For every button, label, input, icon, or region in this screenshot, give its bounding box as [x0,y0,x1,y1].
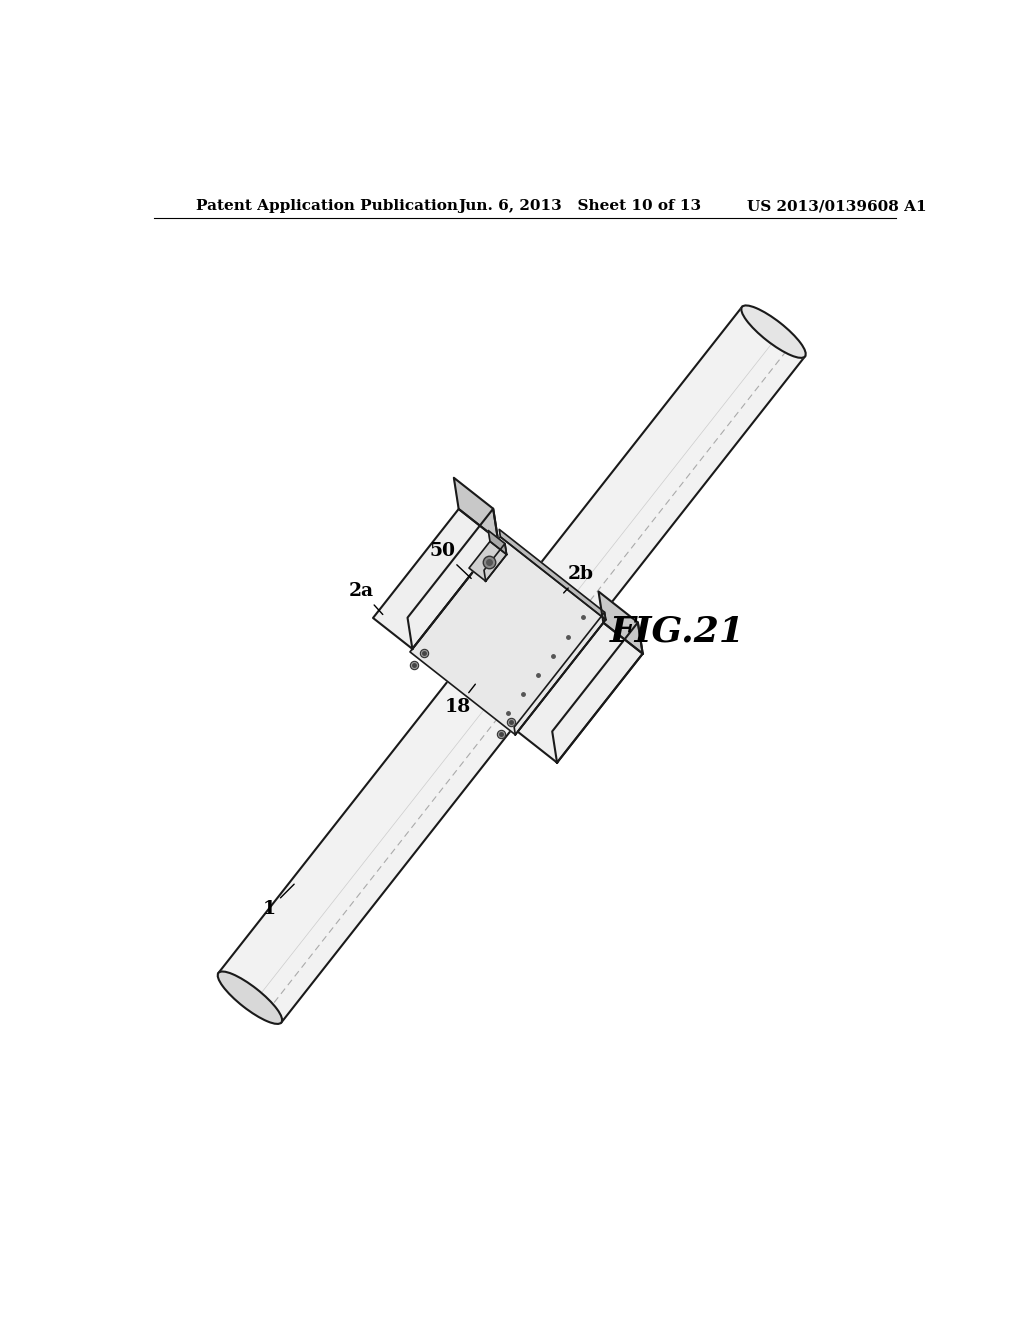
Text: 2b: 2b [563,565,594,593]
Polygon shape [500,529,606,619]
Text: Patent Application Publication: Patent Application Publication [196,199,458,213]
Polygon shape [484,544,507,581]
Polygon shape [469,541,507,581]
Text: FIG.21: FIG.21 [609,615,744,649]
Text: 18: 18 [444,684,475,715]
Text: Jun. 6, 2013   Sheet 10 of 13: Jun. 6, 2013 Sheet 10 of 13 [458,199,701,213]
Text: 50: 50 [429,543,471,578]
Polygon shape [514,612,606,735]
Polygon shape [410,537,606,735]
Text: 2a: 2a [349,582,383,615]
Polygon shape [454,478,498,540]
Polygon shape [488,531,507,554]
Polygon shape [373,510,498,649]
Polygon shape [598,591,643,653]
Text: 1: 1 [262,884,294,919]
Ellipse shape [218,972,283,1024]
Polygon shape [408,508,498,649]
Ellipse shape [741,305,806,358]
Polygon shape [552,623,643,763]
Polygon shape [518,623,643,763]
Text: US 2013/0139608 A1: US 2013/0139608 A1 [746,199,926,213]
Polygon shape [218,308,805,1023]
